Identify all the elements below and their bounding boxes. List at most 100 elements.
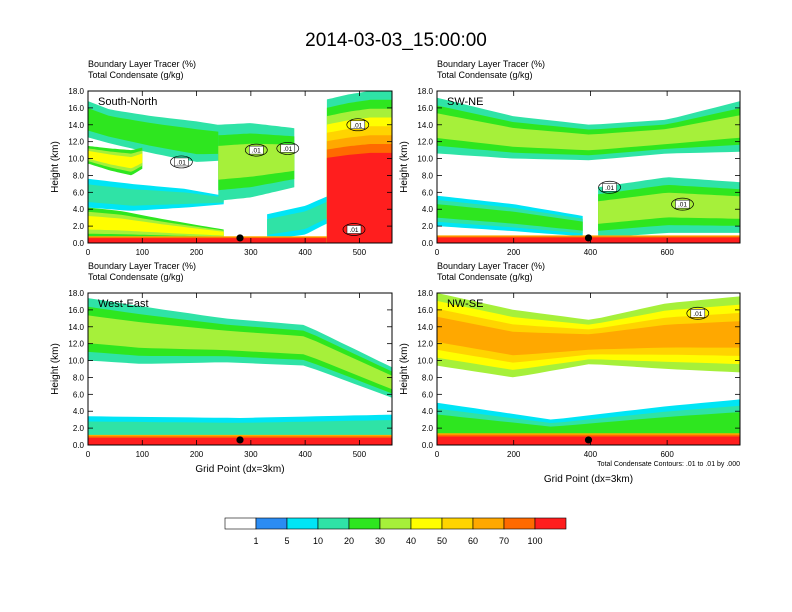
shaded-field: .01 .01 xyxy=(437,91,740,243)
condensate-title: Total Condensate (g/kg) xyxy=(437,70,533,80)
x-tick-label: 400 xyxy=(584,450,598,459)
contour-label: .01 xyxy=(342,223,366,236)
y-tick-label: 6.0 xyxy=(422,390,434,399)
cross-section-label: West-East xyxy=(98,298,149,310)
colorbar-swatch xyxy=(317,517,350,530)
y-axis-label: Height (km) xyxy=(399,141,410,193)
y-tick-label: 10.0 xyxy=(68,155,84,164)
contour-label: .01 xyxy=(244,143,268,157)
tracer-band-0-level-4 xyxy=(88,108,251,155)
panel-nw-se: .01 NW-SE 0.0 2.0 4.0 6.0 8.0 10.0 12.0 14.0 16.0 1… xyxy=(399,261,741,485)
y-tick-label: 2.0 xyxy=(422,222,434,231)
colorbar-label: 30 xyxy=(375,536,385,546)
x-tick-label: 600 xyxy=(660,248,674,257)
y-tick-label: 18.0 xyxy=(417,289,433,298)
svg-text:.01: .01 xyxy=(349,227,358,234)
y-tick-label: 8.0 xyxy=(73,171,85,180)
figure-title: 2014-03-03_15:00:00 xyxy=(305,30,487,51)
x-tick-label: 200 xyxy=(507,450,521,459)
contour-label: .01 xyxy=(671,197,694,211)
x-tick-label: 100 xyxy=(136,248,150,257)
y-tick-label: 8.0 xyxy=(422,373,434,382)
shaded-field xyxy=(88,293,392,445)
x-tick-label: 0 xyxy=(86,450,91,459)
svg-text:.01: .01 xyxy=(678,202,687,209)
y-tick-label: 0.0 xyxy=(73,239,85,248)
y-tick-label: 12.0 xyxy=(417,138,433,147)
y-axis-label: Height (km) xyxy=(399,343,410,395)
y-tick-label: 12.0 xyxy=(68,138,84,147)
location-marker xyxy=(236,436,244,444)
tracer-title: Boundary Layer Tracer (%) xyxy=(88,59,196,69)
plot-frame xyxy=(436,90,741,244)
colorbar-swatch xyxy=(348,517,381,530)
y-tick-label: 4.0 xyxy=(73,407,85,416)
colorbar-label: 100 xyxy=(527,536,542,546)
colorbar-swatch xyxy=(503,517,536,530)
x-tick-label: 0 xyxy=(435,248,440,257)
y-tick-label: 8.0 xyxy=(73,373,85,382)
location-marker xyxy=(584,436,593,444)
cross-section-label: NW-SE xyxy=(447,298,483,310)
y-tick-label: 2.0 xyxy=(73,424,85,433)
x-tick-label: 400 xyxy=(584,248,598,257)
colorbar-label: 20 xyxy=(344,536,354,546)
y-tick-label: 6.0 xyxy=(73,390,85,399)
tracer-title: Boundary Layer Tracer (%) xyxy=(437,261,545,271)
y-tick-label: 2.0 xyxy=(422,424,434,433)
y-tick-label: 10.0 xyxy=(68,357,84,366)
x-tick-label: 200 xyxy=(190,248,204,257)
condensate-title: Total Condensate (g/kg) xyxy=(88,70,184,80)
colorbar-swatch xyxy=(410,517,443,530)
tracer-band-5-level-5 xyxy=(218,143,295,180)
y-tick-label: 8.0 xyxy=(422,171,434,180)
x-tick-label: 0 xyxy=(435,450,440,459)
tracer-band-1-level-4 xyxy=(437,204,583,231)
tracer-band-0-level-5 xyxy=(437,113,740,151)
colorbar-swatch xyxy=(224,517,257,530)
svg-text:.01: .01 xyxy=(693,311,702,318)
tracer-band-1-level-3 xyxy=(88,420,392,439)
panel-south-north: .01 .01 .01 .01 .01 South-North 0.0 2.0 4.0 6.0 8.… xyxy=(50,59,393,257)
colorbar-swatch xyxy=(472,517,505,530)
y-tick-label: 14.0 xyxy=(68,323,84,332)
tracer-band-0-level-5 xyxy=(88,315,392,390)
x-axis-label: Grid Point (dx=3km) xyxy=(544,474,633,485)
y-tick-label: 18.0 xyxy=(417,87,433,96)
y-tick-label: 6.0 xyxy=(73,188,85,197)
tracer-band-7-level-10 xyxy=(326,152,392,243)
colorbar-label: 50 xyxy=(437,536,447,546)
y-axis-label: Height (km) xyxy=(50,343,61,395)
colorbar-swatch xyxy=(379,517,412,530)
x-axis-label: Grid Point (dx=3km) xyxy=(195,464,284,475)
svg-text:.01: .01 xyxy=(353,122,362,129)
cross-section-label: SW-NE xyxy=(447,96,483,108)
x-tick-label: 500 xyxy=(353,248,367,257)
svg-text:.01: .01 xyxy=(605,185,614,192)
location-marker xyxy=(236,234,244,242)
colorbar-label: 40 xyxy=(406,536,416,546)
tracer-band-1-level-6 xyxy=(88,150,143,169)
y-tick-label: 18.0 xyxy=(68,87,84,96)
shaded-field: .01 .01 .01 .01 .01 xyxy=(88,91,392,243)
tracer-title: Boundary Layer Tracer (%) xyxy=(437,59,545,69)
y-tick-label: 4.0 xyxy=(73,205,85,214)
x-tick-label: 0 xyxy=(86,248,91,257)
contour-label: .01 xyxy=(346,118,370,132)
plot-frame xyxy=(436,292,741,446)
y-tick-label: 4.0 xyxy=(422,407,434,416)
contour-label: .01 xyxy=(276,142,300,155)
y-tick-label: 0.0 xyxy=(422,441,434,450)
y-tick-label: 16.0 xyxy=(68,104,84,113)
condensate-title: Total Condensate (g/kg) xyxy=(437,272,533,282)
y-tick-label: 14.0 xyxy=(417,323,433,332)
y-tick-label: 10.0 xyxy=(417,357,433,366)
x-tick-label: 400 xyxy=(298,248,312,257)
y-tick-label: 0.0 xyxy=(422,239,434,248)
y-tick-label: 2.0 xyxy=(73,222,85,231)
y-axis-label: Height (km) xyxy=(50,141,61,193)
colorbar-swatch xyxy=(255,517,288,530)
y-tick-label: 10.0 xyxy=(417,155,433,164)
panel-sw-ne: .01 .01 SW-NE 0.0 2.0 4.0 6.0 8.0 10.0 12.0 14.0 16… xyxy=(399,59,741,257)
